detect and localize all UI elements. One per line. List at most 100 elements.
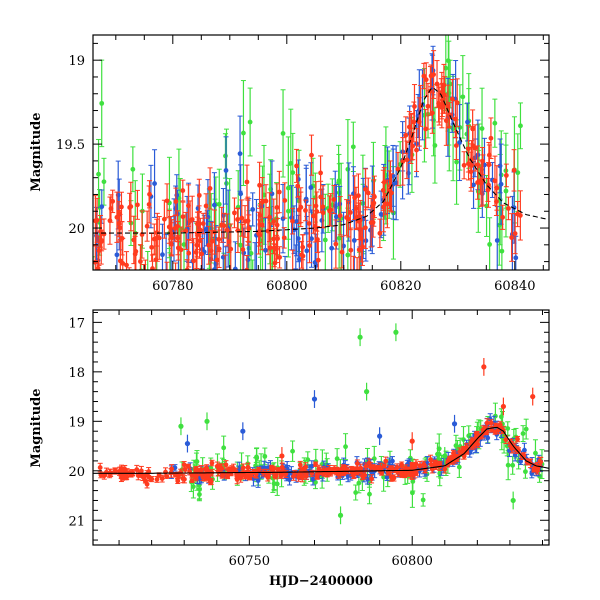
red-data-point [411,119,417,125]
red-data-point [442,466,448,472]
green-data-point [353,490,359,495]
red-data-point [144,223,150,229]
blue-data-point [220,254,226,260]
green-data-point [288,160,294,166]
red-data-point [294,163,299,169]
red-data-point [204,465,210,471]
red-data-point [403,132,409,138]
red-data-point [234,477,240,482]
red-data-point [133,249,139,254]
green-data-point [345,252,351,258]
blue-outlier-point [184,440,191,447]
red-data-point [517,213,523,218]
green-data-point [345,166,351,172]
red-data-point [224,227,230,233]
green-data-point [290,170,296,175]
red-data-point [416,119,422,125]
blue-data-point [498,181,504,187]
red-data-point [175,478,181,484]
red-data-point [128,204,134,209]
red-data-point [506,206,511,211]
red-data-point [356,247,362,253]
y-tick-label: 19 [68,54,85,69]
red-data-point [379,470,385,476]
red-data-point [360,474,365,479]
green-data-point [99,100,105,106]
red-data-point [173,199,179,204]
red-data-point [298,204,304,210]
red-data-point [135,202,140,208]
red-data-point [281,235,287,241]
red-data-point [272,473,278,479]
top-panel: 60780 60800 60820 60840 19 19.5 20 Magnitude [29,34,550,294]
red-outlier-point [500,403,506,410]
red-data-point [178,469,184,475]
green-data-point [336,235,342,241]
red-data-point [253,471,259,477]
red-data-point [313,461,318,467]
model-curve-line [93,426,549,474]
red-outlier-point [530,393,536,400]
green-outlier-point [204,418,210,424]
red-data-point [429,462,434,468]
red-data-point [412,104,417,109]
red-data-point [303,208,308,213]
red-data-point [349,468,355,473]
red-outlier-point [481,364,487,370]
green-data-point [381,474,387,480]
red-data-point [370,464,376,470]
green-data-point [456,464,462,470]
x-tick-label: 60840 [494,279,535,294]
green-data-point [221,445,227,451]
red-data-point [242,219,248,224]
red-data-point [154,230,160,236]
blue-data-point [295,236,301,241]
blue-data-point [518,458,523,464]
green-data-point [248,250,254,256]
y-tick-label: 20 [68,465,85,480]
red-data-point [203,203,209,209]
green-data-point [443,65,449,71]
bottom-panel: 60750 60800 17 18 19 20 21 Magnitude HJD−24000… [29,309,550,589]
red-data-point [339,249,345,255]
red-data-point [428,73,434,79]
red-data-point [399,462,405,468]
red-data-point [421,73,427,79]
red-data-point [198,467,204,472]
green-data-point [518,123,523,129]
red-data-point [233,469,239,474]
green-data-point [520,431,526,436]
red-data-point [138,468,144,474]
red-data-point [274,205,280,210]
blue-outlier-point [451,421,458,427]
red-data-point [413,470,419,476]
green-outlier-point [357,334,363,340]
red-data-point [384,201,390,207]
x-tick-label: 60800 [266,279,307,294]
red-data-point [180,188,186,193]
blue-data-point [513,255,519,261]
red-data-point [363,463,369,469]
blue-data-point [384,474,390,480]
red-data-point [318,170,323,176]
green-data-point [499,248,505,254]
red-data-point [244,179,250,185]
blue-data-point [160,252,165,258]
red-data-point [156,472,162,478]
green-data-point [247,119,253,125]
red-data-point [194,467,200,472]
green-data-point [503,188,509,194]
red-data-point [97,465,103,470]
green-data-point [285,185,291,191]
red-data-point [266,473,271,479]
red-data-point [372,194,377,200]
blue-data-point [238,191,244,197]
y-tick-label: 19.5 [56,138,85,153]
red-data-point [95,265,101,270]
red-data-point [199,251,205,257]
red-data-point [166,224,172,230]
red-data-point [267,214,272,220]
red-data-point [363,186,368,192]
blue-data-point [390,458,395,464]
green-data-point [461,437,466,442]
